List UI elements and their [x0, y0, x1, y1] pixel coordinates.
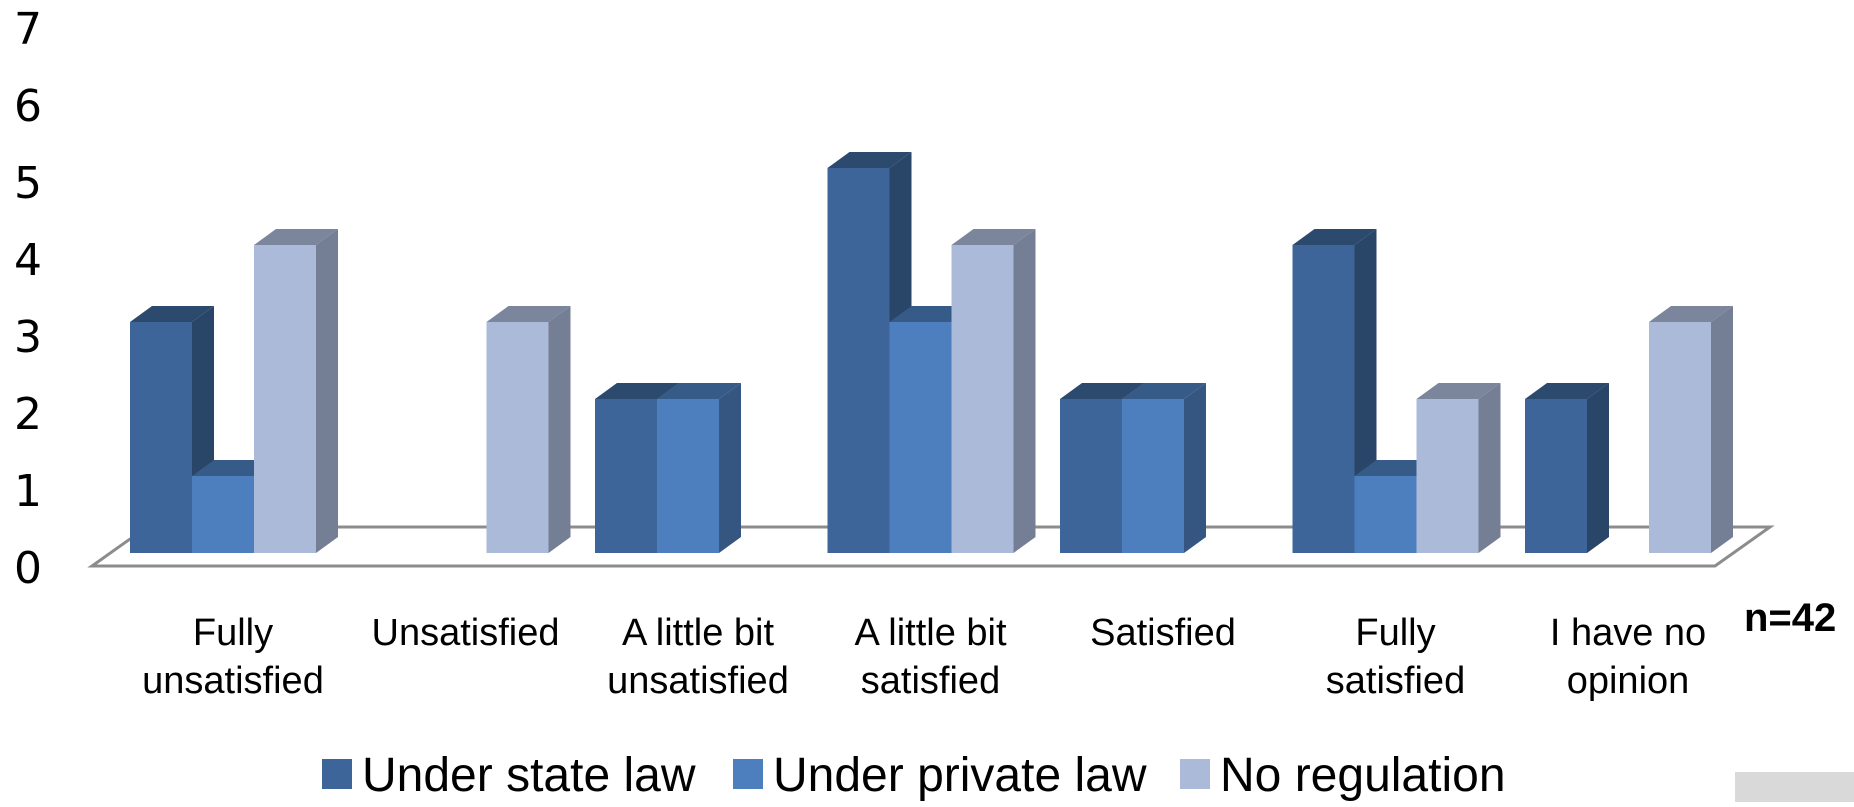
bar-front [595, 399, 657, 553]
legend-item: Under state law [322, 749, 696, 802]
bar [657, 383, 741, 553]
bar-top [130, 306, 214, 322]
bar-top [1649, 306, 1733, 322]
slide-corner-box [1735, 772, 1854, 802]
y-tick-label: 3 [14, 312, 42, 363]
bar-top [1525, 383, 1609, 399]
bar [1525, 383, 1609, 553]
y-tick-label: 1 [14, 466, 42, 517]
bar-top [657, 383, 741, 399]
legend-label: Under private law [773, 749, 1147, 802]
bar-front [130, 322, 192, 553]
bar [951, 229, 1036, 553]
bar-top [254, 229, 338, 245]
sample-size-note: n=42 [1744, 596, 1836, 640]
y-tick-label: 5 [14, 158, 42, 209]
bar-front [1122, 399, 1184, 553]
category-label: Fully unsatisfied [142, 612, 324, 702]
legend: Under state law Under private law No regul… [322, 749, 1506, 802]
bar-front [1354, 476, 1417, 553]
bar-front [1416, 399, 1479, 553]
bar [1416, 383, 1501, 553]
legend-label: No regulation [1220, 749, 1506, 802]
bar-top [1292, 229, 1377, 245]
category-label: Unsatisfied [372, 612, 560, 654]
bar [486, 306, 571, 553]
bar [1122, 383, 1206, 553]
bar-front [827, 168, 890, 553]
y-tick-label: 4 [14, 235, 42, 286]
bar-front [951, 245, 1014, 553]
category-label: Satisfied [1090, 612, 1236, 654]
bar-front [1292, 245, 1355, 553]
bar-top [951, 229, 1036, 245]
bar-side [316, 229, 338, 553]
category-label: A little bit unsatisfied [607, 612, 789, 702]
bar-side [719, 383, 741, 553]
bar-side [1013, 229, 1036, 553]
bar-top [1416, 383, 1501, 399]
bar-top [1060, 383, 1144, 399]
bar-side [1478, 383, 1501, 553]
bars [130, 152, 1733, 553]
y-tick-label: 6 [14, 81, 42, 132]
bar-front [889, 322, 952, 553]
bar-front [1060, 399, 1122, 553]
bar-front [657, 399, 719, 553]
bar-top [486, 306, 571, 322]
legend-label: Under state law [362, 749, 696, 802]
bar [254, 229, 338, 553]
legend-item: No regulation [1180, 749, 1506, 802]
bar-top [827, 152, 912, 168]
legend-swatch [1180, 759, 1210, 789]
y-tick-label: 0 [14, 543, 42, 594]
bar-side [548, 306, 571, 553]
y-tick-label: 7 [14, 4, 42, 55]
y-tick-label: 2 [14, 389, 42, 440]
bar-top [595, 383, 679, 399]
category-label: Fully satisfied [1326, 612, 1465, 702]
category-labels: Fully unsatisfied Unsatisfied A little bit u… [142, 612, 1706, 702]
bar-front [192, 476, 254, 553]
category-label: A little bit satisfied [854, 612, 1007, 702]
bar-front [1649, 322, 1711, 553]
y-axis-labels: 0 1 2 3 4 5 6 7 [14, 4, 42, 594]
bar-side [1587, 383, 1609, 553]
legend-swatch [322, 759, 352, 789]
bar-side [1711, 306, 1733, 553]
legend-swatch [733, 759, 763, 789]
category-label: I have no opinion [1550, 612, 1706, 702]
bar-top [1122, 383, 1206, 399]
bar [1649, 306, 1733, 553]
bar-front [254, 245, 316, 553]
bar-front [486, 322, 549, 553]
bar-front [1525, 399, 1587, 553]
bar-side [1184, 383, 1206, 553]
legend-item: Under private law [733, 749, 1147, 802]
